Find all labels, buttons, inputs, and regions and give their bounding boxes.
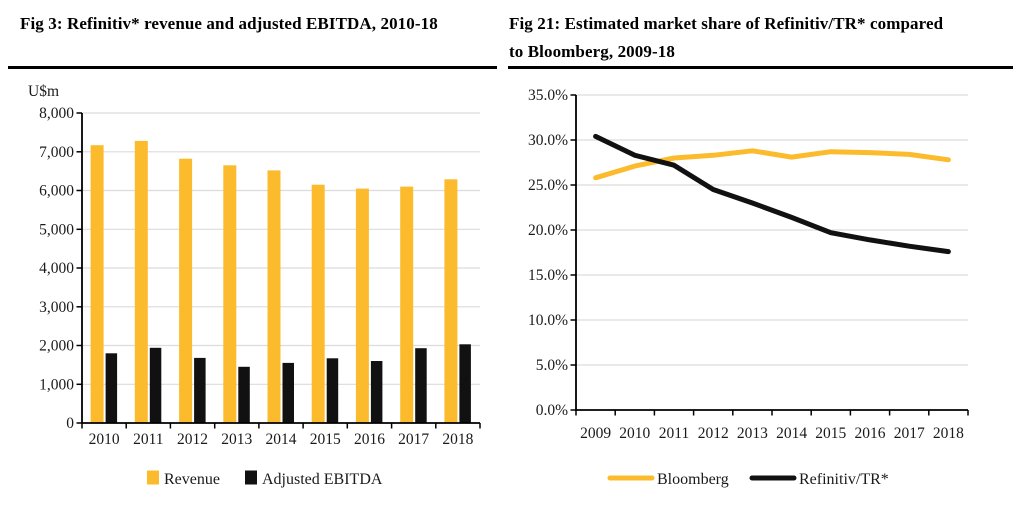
x-tick-label: 2013 [737, 425, 768, 442]
x-tick-label: 2015 [815, 425, 846, 442]
legend-swatch-adjusted-ebitda [245, 470, 257, 485]
y-axis-unit-label: U$m [28, 83, 59, 100]
bar-revenue-2016 [355, 188, 369, 423]
y-tick-label: 0 [66, 415, 74, 432]
bar-revenue-2010 [90, 145, 104, 423]
bar-revenue-2015 [311, 184, 325, 423]
figure-21-title: Fig 21: Estimated market share of Refini… [509, 14, 944, 61]
bar-adjusted-ebitda-2014 [282, 362, 294, 423]
bar-adjusted-ebitda-2012 [194, 357, 206, 423]
legend-label-adjusted-ebitda: Adjusted EBITDA [262, 471, 383, 488]
x-tick-label: 2010 [619, 425, 650, 442]
figure-21-panel: Fig 21: Estimated market share of Refini… [508, 8, 1013, 515]
bar-revenue-2017 [400, 186, 414, 423]
x-tick-label: 2012 [177, 431, 208, 448]
market-share-line-chart: 0.0% 5.0% 10.0% 15.0% 20.0% 25.0% 30.0% 35.0% 20… [528, 87, 969, 488]
bar-adjusted-ebitda-2018 [459, 344, 471, 423]
x-tick-label: 2017 [398, 431, 429, 448]
bar-adjusted-ebitda-2010 [105, 353, 118, 424]
line-refinitiv-tr [593, 133, 951, 255]
bar-adjusted-ebitda-2011 [149, 347, 162, 423]
y-tick-label: 5.0% [536, 357, 568, 374]
bar-revenue-2011 [134, 140, 148, 423]
x-tick-label: 2013 [221, 431, 252, 448]
x-tick-label: 2011 [133, 431, 163, 448]
y-tick-label: 35.0% [528, 87, 568, 104]
revenue-ebitda-bar-chart: 0 1,000 2,000 3,000 4,000 5,000 6,000 7,000 8,00… [28, 83, 481, 488]
bar-adjusted-ebitda-2013 [238, 366, 250, 423]
figure-3-title: Fig 3: Refinitiv* revenue and adjusted E… [20, 14, 438, 33]
y-tick-label: 8,000 [39, 105, 74, 122]
legend-label-bloomberg: Bloomberg [657, 471, 729, 488]
axis-lines [575, 95, 968, 411]
x-tick-label: 2009 [580, 425, 611, 442]
legend-label-revenue: Revenue [164, 471, 220, 488]
bar-revenue-2012 [179, 158, 193, 423]
y-tick-label: 30.0% [528, 132, 568, 149]
y-tick-label: 6,000 [39, 183, 74, 200]
bar-adjusted-ebitda-2016 [370, 361, 383, 423]
x-tick-label: 2010 [89, 431, 120, 448]
x-tick-label: 2014 [776, 425, 807, 442]
y-tick-label: 1,000 [39, 376, 74, 393]
x-tick-label: 2018 [933, 425, 964, 442]
y-tick-label: 15.0% [528, 267, 568, 284]
legend-label-refinitiv-tr: Refinitiv/TR* [799, 471, 889, 488]
figure-21-title-underline [508, 66, 1013, 69]
y-tick-label: 3,000 [39, 299, 74, 316]
x-tick-label: 2017 [894, 425, 925, 442]
x-tick-label: 2018 [442, 431, 473, 448]
x-tick-label: 2016 [855, 425, 886, 442]
y-tick-label: 0.0% [536, 402, 568, 419]
bar-revenue-2018 [444, 179, 458, 423]
y-tick-label: 7,000 [39, 144, 74, 161]
x-tick-label: 2016 [354, 431, 385, 448]
y-tick-label: 4,000 [39, 260, 74, 277]
bar-revenue-2013 [223, 165, 237, 424]
x-tick-label: 2014 [266, 431, 297, 448]
y-tick-label: 10.0% [528, 312, 568, 329]
bar-revenue-2014 [267, 170, 281, 423]
x-tick-label: 2012 [698, 425, 729, 442]
y-tick-label: 5,000 [39, 221, 74, 238]
bar-adjusted-ebitda-2015 [326, 358, 339, 423]
figure-3-title-underline [8, 66, 497, 69]
legend-swatch-revenue [147, 470, 159, 485]
line-bloomberg [593, 148, 951, 181]
figure-3-panel: Fig 3: Refinitiv* revenue and adjusted E… [8, 8, 497, 515]
x-tick-label: 2015 [310, 431, 341, 448]
y-tick-label: 25.0% [528, 177, 568, 194]
y-tick-label: 20.0% [528, 222, 568, 239]
bar-adjusted-ebitda-2017 [415, 348, 427, 423]
x-tick-label: 2011 [659, 425, 689, 442]
y-tick-label: 2,000 [39, 338, 74, 355]
